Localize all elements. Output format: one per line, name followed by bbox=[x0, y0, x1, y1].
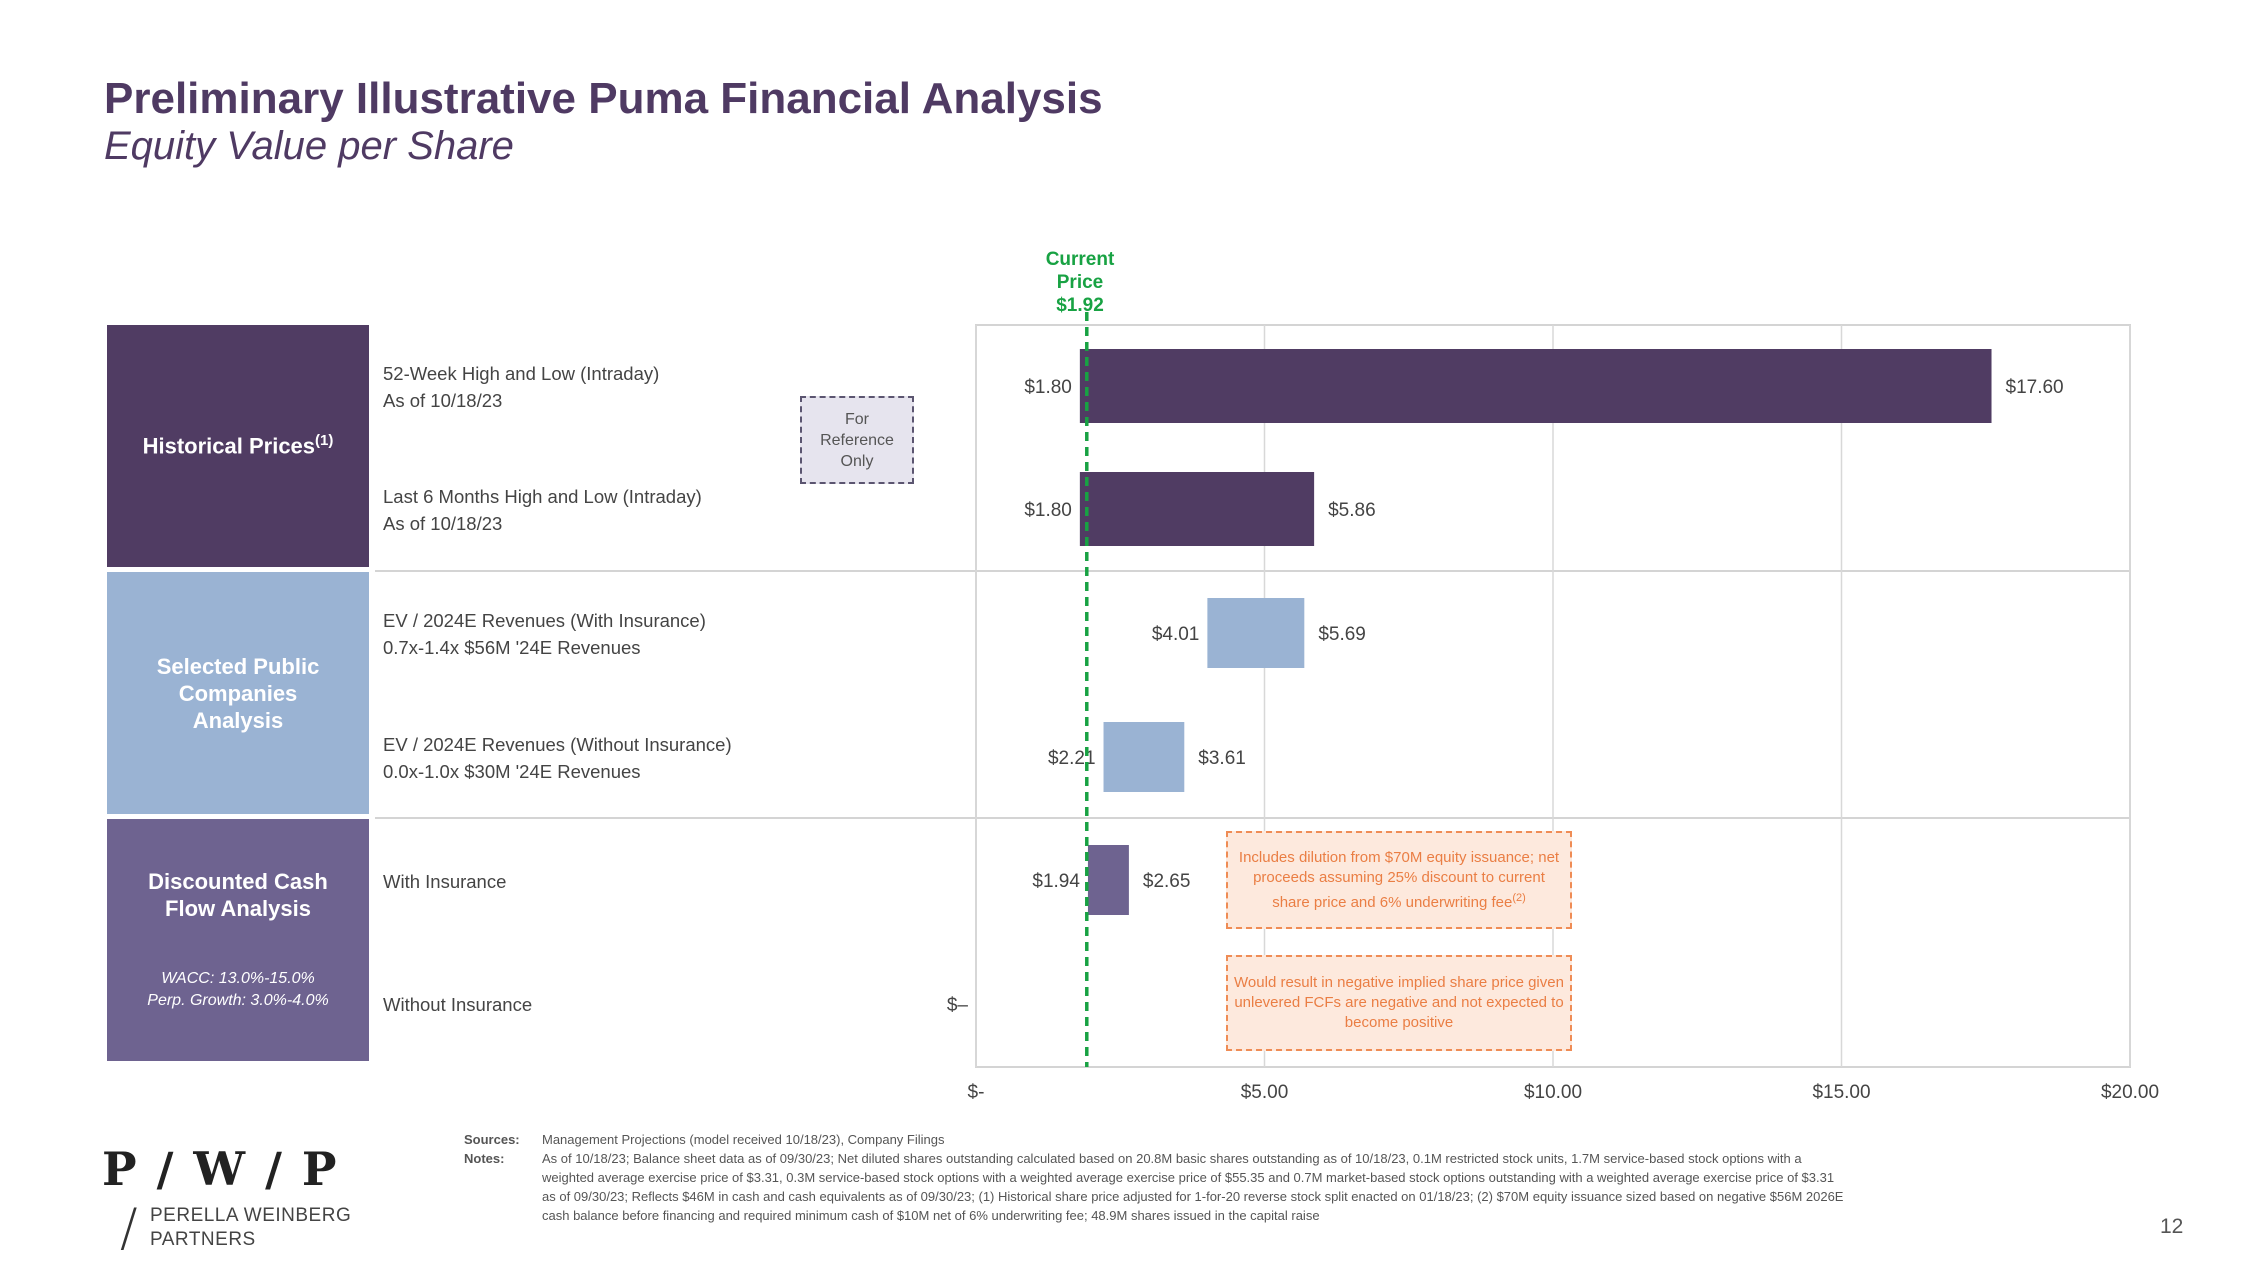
row-label-line2: 0.0x-1.0x $30M '24E Revenues bbox=[383, 761, 641, 782]
current-price-label: Current Price $1.92 bbox=[1030, 248, 1130, 317]
pwp-logo-mark: P / W / P bbox=[102, 1142, 339, 1196]
row-label-line1: EV / 2024E Revenues (With Insurance) bbox=[383, 610, 706, 631]
current-price-line1: Current bbox=[1045, 249, 1115, 270]
category-dcf-label: Discounted Cash Flow Analysis bbox=[148, 869, 328, 921]
range-bar bbox=[1079, 472, 1315, 546]
negative-fcf-note-box: Would result in negative implied share p… bbox=[1226, 955, 1572, 1051]
row-label-dcf-with-insurance: With Insurance bbox=[383, 868, 506, 895]
row-label-line1: With Insurance bbox=[383, 871, 507, 892]
category-selected-public-companies: Selected Public Companies Analysis bbox=[107, 572, 369, 814]
row-label-line1: Last 6 Months High and Low (Intraday) bbox=[383, 486, 702, 507]
category-dcf: Discounted Cash Flow Analysis WACC: 13.0… bbox=[107, 819, 369, 1061]
x-tick-label: $15.00 bbox=[1812, 1082, 1870, 1103]
dilution-note-footnote: (2) bbox=[1512, 891, 1526, 904]
category-historical-footnote: (1) bbox=[315, 432, 334, 450]
bar-low-label: $4.01 bbox=[1152, 624, 1200, 645]
footnotes: Sources: Management Projections (model r… bbox=[464, 1130, 1844, 1225]
row-label-6-months: Last 6 Months High and Low (Intraday) As… bbox=[383, 483, 702, 537]
category-historical-label: Historical Prices bbox=[142, 433, 316, 459]
row-label-52-week: 52-Week High and Low (Intraday) As of 10… bbox=[383, 360, 659, 414]
negative-fcf-note-text: Would result in negative implied share p… bbox=[1234, 974, 1564, 1031]
x-tick-label: $- bbox=[968, 1082, 985, 1103]
category-historical-prices: Historical Prices(1) bbox=[107, 325, 369, 567]
pwp-logo: P / W / P / PERELLA WEINBERG PARTNERS bbox=[102, 1142, 351, 1258]
current-price-line2: Price bbox=[1056, 272, 1104, 293]
x-tick-label: $20.00 bbox=[2101, 1082, 2159, 1103]
sources-key: Sources: bbox=[464, 1132, 520, 1147]
bar-low-label: $– bbox=[947, 995, 969, 1016]
notes-key: Notes: bbox=[464, 1151, 505, 1166]
row-label-ev-without-insurance: EV / 2024E Revenues (Without Insurance) … bbox=[383, 731, 732, 785]
bar-low-label: $1.80 bbox=[1024, 500, 1072, 521]
range-bar bbox=[1079, 349, 1992, 423]
row-label-line2: As of 10/18/23 bbox=[383, 513, 503, 534]
logo-slash-icon: / bbox=[120, 1198, 138, 1258]
dilution-note-text: Includes dilution from $70M equity issua… bbox=[1238, 848, 1560, 911]
row-label-line1: Without Insurance bbox=[383, 994, 533, 1015]
sources-text: Management Projections (model received 1… bbox=[542, 1132, 945, 1147]
range-bar bbox=[1103, 722, 1185, 792]
page-number: 12 bbox=[2160, 1215, 2184, 1238]
row-label-line1: EV / 2024E Revenues (Without Insurance) bbox=[383, 734, 732, 755]
row-label-line2: 0.7x-1.4x $56M '24E Revenues bbox=[383, 637, 641, 658]
category-public-label: Selected Public Companies Analysis bbox=[156, 653, 320, 733]
bar-high-label: $5.86 bbox=[1328, 500, 1376, 521]
x-tick-label: $5.00 bbox=[1241, 1082, 1289, 1103]
logo-line2: PARTNERS bbox=[150, 1229, 256, 1250]
current-price-value: $1.92 bbox=[1056, 295, 1104, 316]
for-reference-only-box: For Reference Only bbox=[800, 396, 914, 484]
bar-high-label: $17.60 bbox=[2006, 377, 2064, 398]
range-bar bbox=[1087, 845, 1129, 915]
row-label-dcf-without-insurance: Without Insurance bbox=[383, 991, 532, 1018]
x-tick-label: $10.00 bbox=[1524, 1082, 1582, 1103]
bar-high-label: $5.69 bbox=[1318, 624, 1366, 645]
notes-text: As of 10/18/23; Balance sheet data as of… bbox=[542, 1151, 1844, 1223]
row-label-line1: 52-Week High and Low (Intraday) bbox=[383, 363, 660, 384]
page-subtitle: Equity Value per Share bbox=[104, 124, 514, 168]
bar-low-label: $1.80 bbox=[1024, 377, 1072, 398]
bar-high-label: $3.61 bbox=[1198, 748, 1246, 769]
row-label-ev-with-insurance: EV / 2024E Revenues (With Insurance) 0.7… bbox=[383, 607, 706, 661]
dcf-perp-growth: Perp. Growth: 3.0%-4.0% bbox=[147, 992, 329, 1009]
bar-high-label: $2.65 bbox=[1143, 871, 1191, 892]
logo-line1: PERELLA WEINBERG bbox=[150, 1205, 352, 1226]
page-title: Preliminary Illustrative Puma Financial … bbox=[104, 74, 1103, 123]
bar-low-label: $1.94 bbox=[1032, 871, 1080, 892]
dilution-note-box: Includes dilution from $70M equity issua… bbox=[1226, 831, 1572, 929]
bar-low-label: $2.21 bbox=[1048, 748, 1096, 769]
range-bar bbox=[1207, 598, 1305, 668]
row-label-line2: As of 10/18/23 bbox=[383, 390, 503, 411]
dcf-wacc: WACC: 13.0%-15.0% bbox=[161, 970, 315, 987]
for-reference-only-text: For Reference Only bbox=[820, 410, 894, 470]
